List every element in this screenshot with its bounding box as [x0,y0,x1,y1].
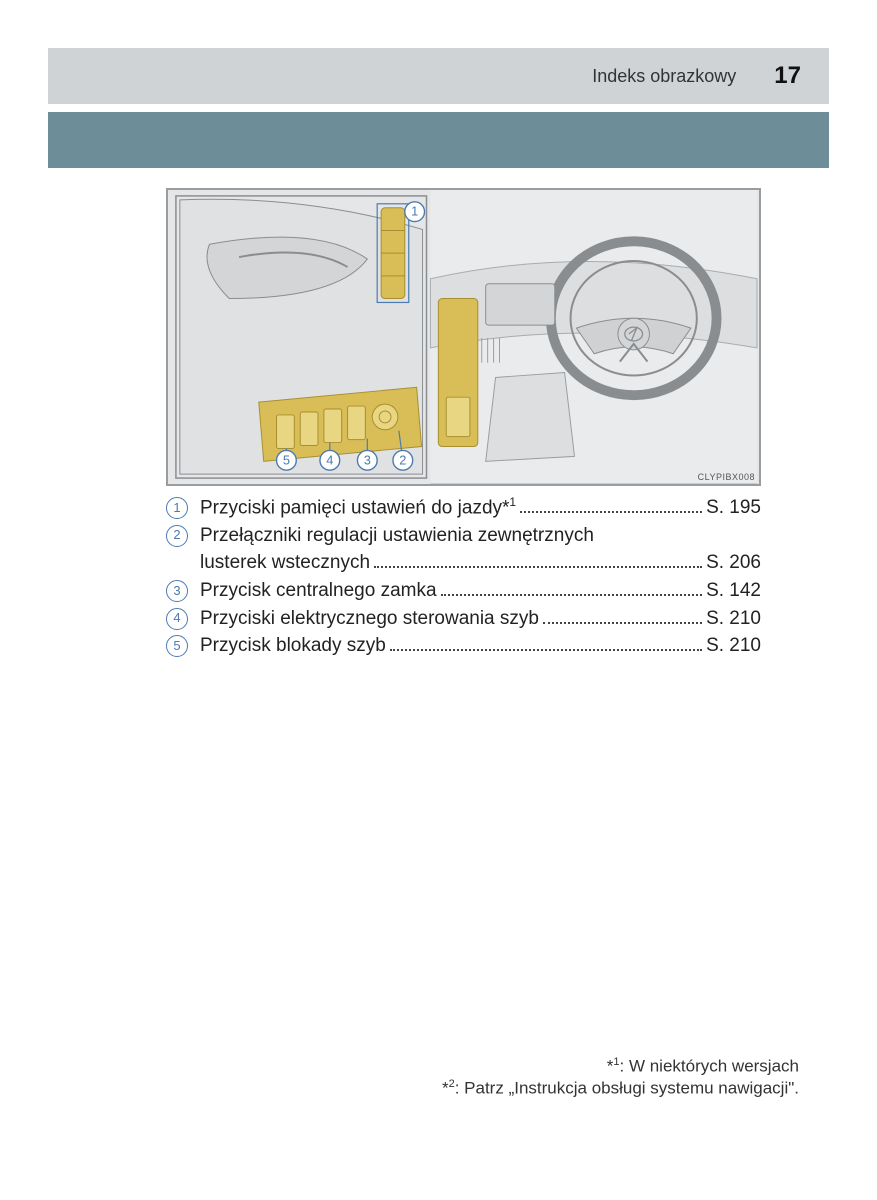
index-row: 5 Przycisk blokady szyb S. 210 [166,632,761,660]
index-line: lusterek wstecznych S. 206 [200,549,761,577]
index-label: Przełączniki regulacji ustawienia zewnęt… [200,522,594,550]
index-marker: 5 [166,635,188,657]
header-teal-bar [48,112,829,168]
svg-text:4: 4 [326,452,333,467]
index-label: Przycisk centralnego zamka [200,577,437,605]
index-row-body: Przyciski pamięci ustawień do jazdy*1 S. … [200,494,761,522]
page-ref: S. 210 [706,632,761,660]
index-row-body: Przyciski elektrycznego sterowania szyb S… [200,605,761,633]
diagram-svg: 1 2 3 4 5 [168,190,759,484]
svg-text:3: 3 [364,452,371,467]
leader-dots [543,622,702,624]
page-ref: S. 210 [706,605,761,633]
door-panel [176,196,427,478]
page-ref: S. 206 [706,549,761,577]
index-label: lusterek wstecznych [200,549,370,577]
index-marker: 3 [166,580,188,602]
index-line: Przełączniki regulacji ustawienia zewnęt… [200,522,761,550]
leader-dots [374,566,702,568]
diagram-image-id: CLYPIBX008 [698,472,755,482]
index-row: 4 Przyciski elektrycznego sterowania szyb… [166,605,761,633]
leader-dots [441,594,703,596]
index-marker: 1 [166,497,188,519]
dashboard-panel [430,190,757,484]
page-ref: S. 142 [706,577,761,605]
index-row: 1 Przyciski pamięci ustawień do jazdy*1 S.… [166,494,761,522]
index-row: 3 Przycisk centralnego zamka S. 142 [166,577,761,605]
diagram: 1 2 3 4 5 CLYPIBX008 [166,188,761,486]
index-marker: 4 [166,608,188,630]
index-row-body: Przełączniki regulacji ustawienia zewnęt… [200,522,761,577]
page-ref: S. 195 [706,494,761,522]
index-label: Przyciski elektrycznego sterowania szyb [200,605,539,633]
section-title: Indeks obrazkowy [592,66,736,87]
page: Indeks obrazkowy 17 [0,0,877,1200]
svg-text:2: 2 [399,452,406,467]
index-list: 1 Przyciski pamięci ustawień do jazdy*1 S.… [166,494,761,660]
svg-text:5: 5 [283,452,290,467]
index-row-body: Przycisk blokady szyb S. 210 [200,632,761,660]
footnote: *1: W niektórych wersjach [442,1055,799,1078]
page-number: 17 [774,62,801,90]
index-label: Przycisk blokady szyb [200,632,386,660]
header-grey-bar: Indeks obrazkowy 17 [48,48,829,104]
index-row: 2 Przełączniki regulacji ustawienia zewnę… [166,522,761,577]
index-line: Przyciski pamięci ustawień do jazdy*1 S. … [200,494,761,522]
index-label: Przyciski pamięci ustawień do jazdy*1 [200,494,516,522]
index-line: Przycisk blokady szyb S. 210 [200,632,761,660]
leader-dots [390,649,702,651]
index-row-body: Przycisk centralnego zamka S. 142 [200,577,761,605]
footnote: *2: Patrz „Instrukcja obsługi systemu na… [442,1077,799,1100]
svg-text:1: 1 [411,204,418,219]
index-line: Przyciski elektrycznego sterowania szyb S… [200,605,761,633]
footnotes: *1: W niektórych wersjach*2: Patrz „Inst… [442,1055,799,1101]
leader-dots [520,511,702,513]
index-marker: 2 [166,525,188,547]
index-line: Przycisk centralnego zamka S. 142 [200,577,761,605]
